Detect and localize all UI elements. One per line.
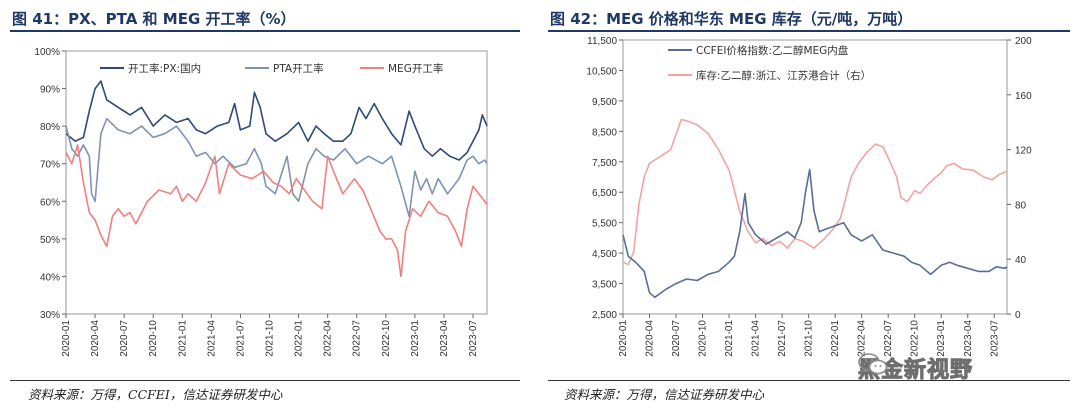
left-x-tick-label-13: 2023-04 xyxy=(439,320,450,357)
left-y-tick-label-3: 60% xyxy=(40,197,60,208)
right-y-left-tick-label-3: 5,500 xyxy=(592,219,617,230)
left-x-tick-label-14: 2023-07 xyxy=(468,320,479,357)
left-x-tick-label-11: 2022-10 xyxy=(381,320,392,357)
right-x-tick-label-12: 2023-01 xyxy=(936,320,947,357)
left-figure-title: 图 41：PX、PTA 和 MEG 开工率（%） xyxy=(12,10,296,28)
left-series-line-0 xyxy=(65,80,488,161)
right-legend-label-0: CCFEI价格指数:乙二醇MEG内盘 xyxy=(696,44,849,57)
right-x-tick-label-7: 2021-10 xyxy=(804,320,815,357)
left-x-tick-label-2: 2020-07 xyxy=(119,320,130,357)
right-y-left-tick-label-5: 7,500 xyxy=(592,158,617,169)
right-y-right-tick-label-5: 200 xyxy=(1015,36,1032,47)
left-x-tick-label-3: 2020-10 xyxy=(148,320,159,357)
right-title-rule xyxy=(548,30,1070,32)
left-y-tick-label-1: 40% xyxy=(40,272,60,283)
right-y-right-tick-label-0: 0 xyxy=(1015,310,1021,321)
left-x-tick-label-8: 2022-01 xyxy=(294,320,305,357)
right-series-line-inventory xyxy=(622,118,1008,266)
right-x-tick-label-0: 2020-01 xyxy=(618,320,629,357)
left-legend-label-2: MEG开工率 xyxy=(388,62,443,75)
left-x-tick-label-0: 2020-01 xyxy=(61,320,72,357)
right-legend-label-1: 库存:乙二醇:浙江、江苏港合计（右） xyxy=(696,69,871,82)
right-source-rule xyxy=(548,380,1070,381)
left-x-tick-label-4: 2021-01 xyxy=(177,320,188,357)
left-x-tick-label-10: 2022-07 xyxy=(352,320,363,357)
right-x-tick-label-13: 2023-04 xyxy=(963,320,974,357)
left-y-tick-label-5: 80% xyxy=(40,122,60,133)
left-title-rule xyxy=(10,30,520,32)
right-x-tick-label-3: 2020-10 xyxy=(698,320,709,357)
left-y-tick-label-0: 30% xyxy=(40,310,60,321)
right-y-right-tick-label-1: 40 xyxy=(1015,255,1027,266)
left-y-tick-label-7: 100% xyxy=(34,47,60,58)
left-y-tick-label-6: 90% xyxy=(40,85,60,96)
right-y-left-tick-label-8: 10,500 xyxy=(586,66,617,77)
left-plot-frame xyxy=(65,50,488,315)
left-y-tick-label-2: 50% xyxy=(40,235,60,246)
wechat-icon xyxy=(858,353,888,375)
right-plot-frame xyxy=(622,39,1008,315)
left-x-tick-label-12: 2023-01 xyxy=(410,320,421,357)
right-x-tick-label-4: 2021-01 xyxy=(724,320,735,357)
right-y-right-tick-label-3: 120 xyxy=(1015,146,1032,157)
right-y-left-tick-label-7: 9,500 xyxy=(592,97,617,108)
right-y-left-tick-label-0: 2,500 xyxy=(592,310,617,321)
left-x-tick-label-9: 2022-04 xyxy=(323,320,334,357)
right-x-tick-label-2: 2020-07 xyxy=(671,320,682,357)
left-y-tick-label-4: 70% xyxy=(40,160,60,171)
left-source-note: 资料来源：万得，CCFEI，信达证券研发中心 xyxy=(28,387,283,402)
right-source-note: 资料来源：万得，信达证券研发中心 xyxy=(564,387,765,402)
right-x-tick-label-6: 2021-07 xyxy=(777,320,788,357)
left-legend-label-1: PTA开工率 xyxy=(273,62,324,75)
left-source-rule xyxy=(10,380,520,381)
left-x-tick-label-6: 2021-07 xyxy=(235,320,246,357)
left-x-tick-label-5: 2021-04 xyxy=(206,320,217,357)
right-x-tick-label-11: 2022-10 xyxy=(910,320,921,357)
left-series-line-1 xyxy=(65,117,488,218)
right-x-tick-label-14: 2023-07 xyxy=(989,320,1000,357)
right-y-right-tick-label-2: 80 xyxy=(1015,200,1027,211)
left-x-tick-label-7: 2021-10 xyxy=(265,320,276,357)
right-x-tick-label-10: 2022-07 xyxy=(883,320,894,357)
right-chart: 2,500 3,500 4,500 5,500 6,500 7,500 8,500 9,500… xyxy=(586,36,1032,357)
right-y-left-tick-label-6: 8,500 xyxy=(592,127,617,138)
right-x-tick-label-9: 2022-04 xyxy=(857,320,868,357)
right-series-line-price xyxy=(622,168,1008,299)
right-x-tick-label-8: 2022-01 xyxy=(830,320,841,357)
left-legend-label-0: 开工率:PX:国内 xyxy=(128,62,201,75)
right-y-right-tick-label-4: 160 xyxy=(1015,91,1032,102)
left-series-line-2 xyxy=(65,144,488,278)
watermark: 黑金新视野 xyxy=(857,352,973,384)
left-chart: 30% 40% 50% 60% 70% 80% 90% 100% 2020-01 2020-04 2… xyxy=(34,47,488,357)
right-y-left-tick-label-2: 4,500 xyxy=(592,249,617,260)
right-x-tick-label-1: 2020-04 xyxy=(645,320,656,357)
right-y-left-tick-label-9: 11,500 xyxy=(587,36,617,47)
right-y-left-tick-label-1: 3,500 xyxy=(592,280,617,291)
right-y-left-tick-label-4: 6,500 xyxy=(592,188,617,199)
right-x-tick-label-5: 2021-04 xyxy=(751,320,762,357)
right-figure-title: 图 42：MEG 价格和华东 MEG 库存（元/吨，万吨） xyxy=(550,10,913,28)
left-x-tick-label-1: 2020-04 xyxy=(90,320,101,357)
